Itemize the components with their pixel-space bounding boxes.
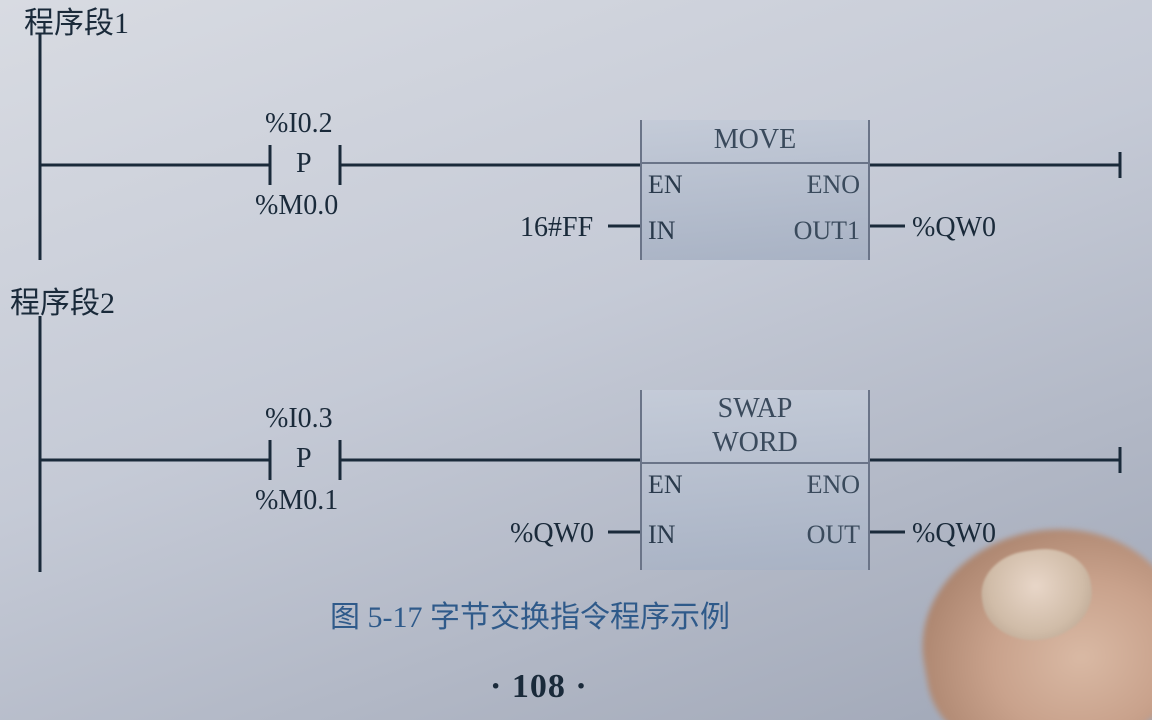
move-en: EN <box>648 170 683 200</box>
move-title: MOVE <box>642 120 868 164</box>
move-block: MOVE EN ENO IN OUT1 <box>640 120 870 260</box>
bleed-text <box>220 305 670 349</box>
contact1-top-label: %I0.2 <box>265 108 333 140</box>
move-in-value: 16#FF <box>520 212 593 244</box>
section1-title: 程序段1 <box>24 0 129 42</box>
swap-out-value: %QW0 <box>912 518 996 550</box>
move-in: IN <box>648 216 675 246</box>
contact1-type: P <box>296 148 312 180</box>
swap-title-line1: SWAP <box>718 393 793 424</box>
swap-block: SWAP WORD EN ENO IN OUT <box>640 390 870 570</box>
swap-en: EN <box>648 470 683 500</box>
contact2-type: P <box>296 443 312 475</box>
swap-title: SWAP WORD <box>642 390 868 464</box>
move-out-value: %QW0 <box>912 212 996 244</box>
figure-caption: 图 5-17 字节交换指令程序示例 <box>330 592 730 636</box>
swap-title-line2: WORD <box>712 427 798 458</box>
contact1-bottom-label: %M0.0 <box>255 190 338 222</box>
swap-eno: ENO <box>807 470 860 500</box>
move-out: OUT1 <box>794 216 860 246</box>
move-eno: ENO <box>807 170 860 200</box>
swap-out: OUT <box>807 520 860 550</box>
contact2-bottom-label: %M0.1 <box>255 485 338 517</box>
section2-title: 程序段2 <box>10 278 115 322</box>
swap-in: IN <box>648 520 675 550</box>
swap-in-value: %QW0 <box>510 518 594 550</box>
contact2-top-label: %I0.3 <box>265 403 333 435</box>
page-number: · 108 · <box>490 668 588 706</box>
